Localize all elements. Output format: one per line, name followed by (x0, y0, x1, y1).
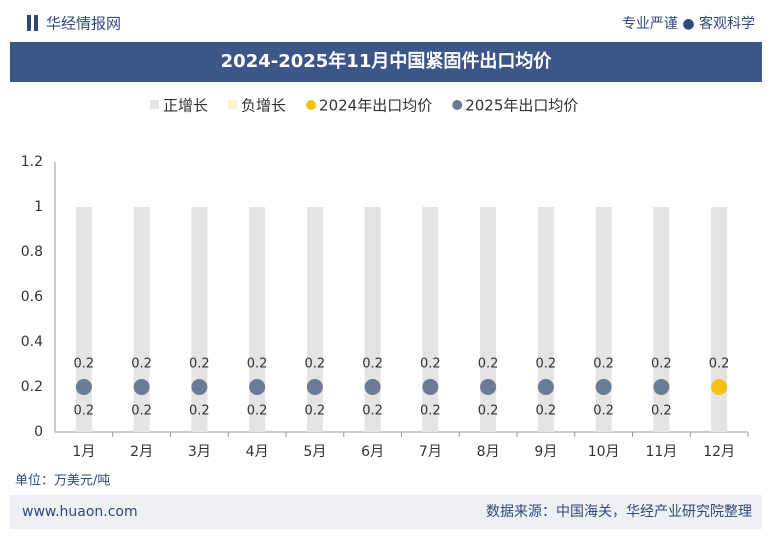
data-label: 0.2 (651, 404, 672, 419)
footer-bar (10, 495, 762, 529)
data-label: 0.2 (651, 357, 672, 372)
bar (306, 207, 323, 432)
y-tick-label: 0.8 (21, 244, 43, 260)
x-tick-label: 4月 (246, 444, 269, 460)
data-label: 0.2 (247, 357, 268, 372)
bar (364, 207, 381, 432)
x-tick-label: 8月 (477, 444, 500, 460)
data-label: 0.2 (420, 404, 441, 419)
point (711, 379, 728, 395)
x-tick-label: 7月 (419, 444, 442, 460)
logo-bar (34, 15, 38, 31)
y-tick-label: 1 (34, 199, 43, 215)
y-tick-label: 0.4 (21, 334, 43, 350)
data-label: 0.2 (74, 404, 95, 419)
bar (422, 207, 439, 432)
legend-swatch (150, 100, 159, 109)
chart-title: 2024-2025年11月中国紧固件出口均价 (221, 50, 553, 72)
bar (537, 207, 554, 432)
slogan: 专业严谨 ● 客观科学 (622, 15, 755, 32)
legend-swatch (228, 100, 238, 109)
bar (191, 207, 208, 432)
data-label: 0.2 (536, 357, 557, 372)
title-bar (10, 42, 762, 82)
logo-bar (27, 15, 31, 31)
x-tick-label: 10月 (588, 444, 620, 460)
bar (249, 207, 266, 432)
data-label: 0.2 (362, 357, 383, 372)
data-label: 0.2 (74, 357, 95, 372)
legend-label: 负增长 (241, 97, 286, 115)
y-tick-label: 0 (34, 424, 43, 440)
point (75, 379, 92, 395)
point (306, 379, 323, 395)
x-tick-label: 2月 (130, 444, 153, 460)
point (653, 379, 670, 395)
bar (133, 207, 150, 432)
data-label: 0.2 (305, 404, 326, 419)
legend-label: 2024年出口均价 (319, 97, 432, 115)
data-label: 0.2 (189, 404, 210, 419)
brand: 华经情报网 (46, 15, 121, 33)
x-tick-label: 6月 (361, 444, 384, 460)
point (422, 379, 439, 395)
legend-swatch (306, 100, 317, 110)
y-tick-label: 0.2 (21, 379, 43, 395)
data-label: 0.2 (420, 357, 441, 372)
legend-label: 正增长 (163, 97, 208, 115)
point (595, 379, 612, 395)
data-label: 0.2 (131, 357, 152, 372)
data-label: 0.2 (131, 404, 152, 419)
footer-site: www.huaon.com (22, 504, 138, 520)
data-label: 0.2 (247, 404, 268, 419)
data-label: 0.2 (593, 404, 614, 419)
x-tick-label: 1月 (72, 444, 95, 460)
x-tick-label: 3月 (188, 444, 211, 460)
data-label: 0.2 (478, 357, 499, 372)
x-tick-label: 11月 (645, 444, 677, 460)
x-tick-label: 5月 (303, 444, 326, 460)
x-tick-label: 12月 (703, 444, 735, 460)
data-label: 0.2 (189, 357, 210, 372)
x-tick-label: 9月 (534, 444, 557, 460)
unit-label: 单位：万美元/吨 (15, 474, 110, 489)
point (537, 379, 554, 395)
point (133, 379, 150, 395)
bar (595, 207, 612, 432)
point (364, 379, 381, 395)
bar (711, 207, 728, 432)
data-label: 0.2 (305, 357, 326, 372)
data-label: 0.2 (709, 357, 730, 372)
bar (653, 207, 670, 432)
data-label: 0.2 (362, 404, 383, 419)
bar (480, 207, 497, 432)
legend-swatch (452, 100, 463, 110)
footer-source: 数据来源：中国海关，华经产业研究院整理 (486, 504, 752, 520)
point (191, 379, 208, 395)
data-label: 0.2 (478, 404, 499, 419)
legend-label: 2025年出口均价 (465, 97, 578, 115)
y-tick-label: 1.2 (21, 154, 43, 170)
y-tick-label: 0.6 (21, 289, 43, 305)
bar (75, 207, 92, 432)
data-label: 0.2 (593, 357, 614, 372)
point (249, 379, 266, 395)
point (480, 379, 497, 395)
data-label: 0.2 (536, 404, 557, 419)
